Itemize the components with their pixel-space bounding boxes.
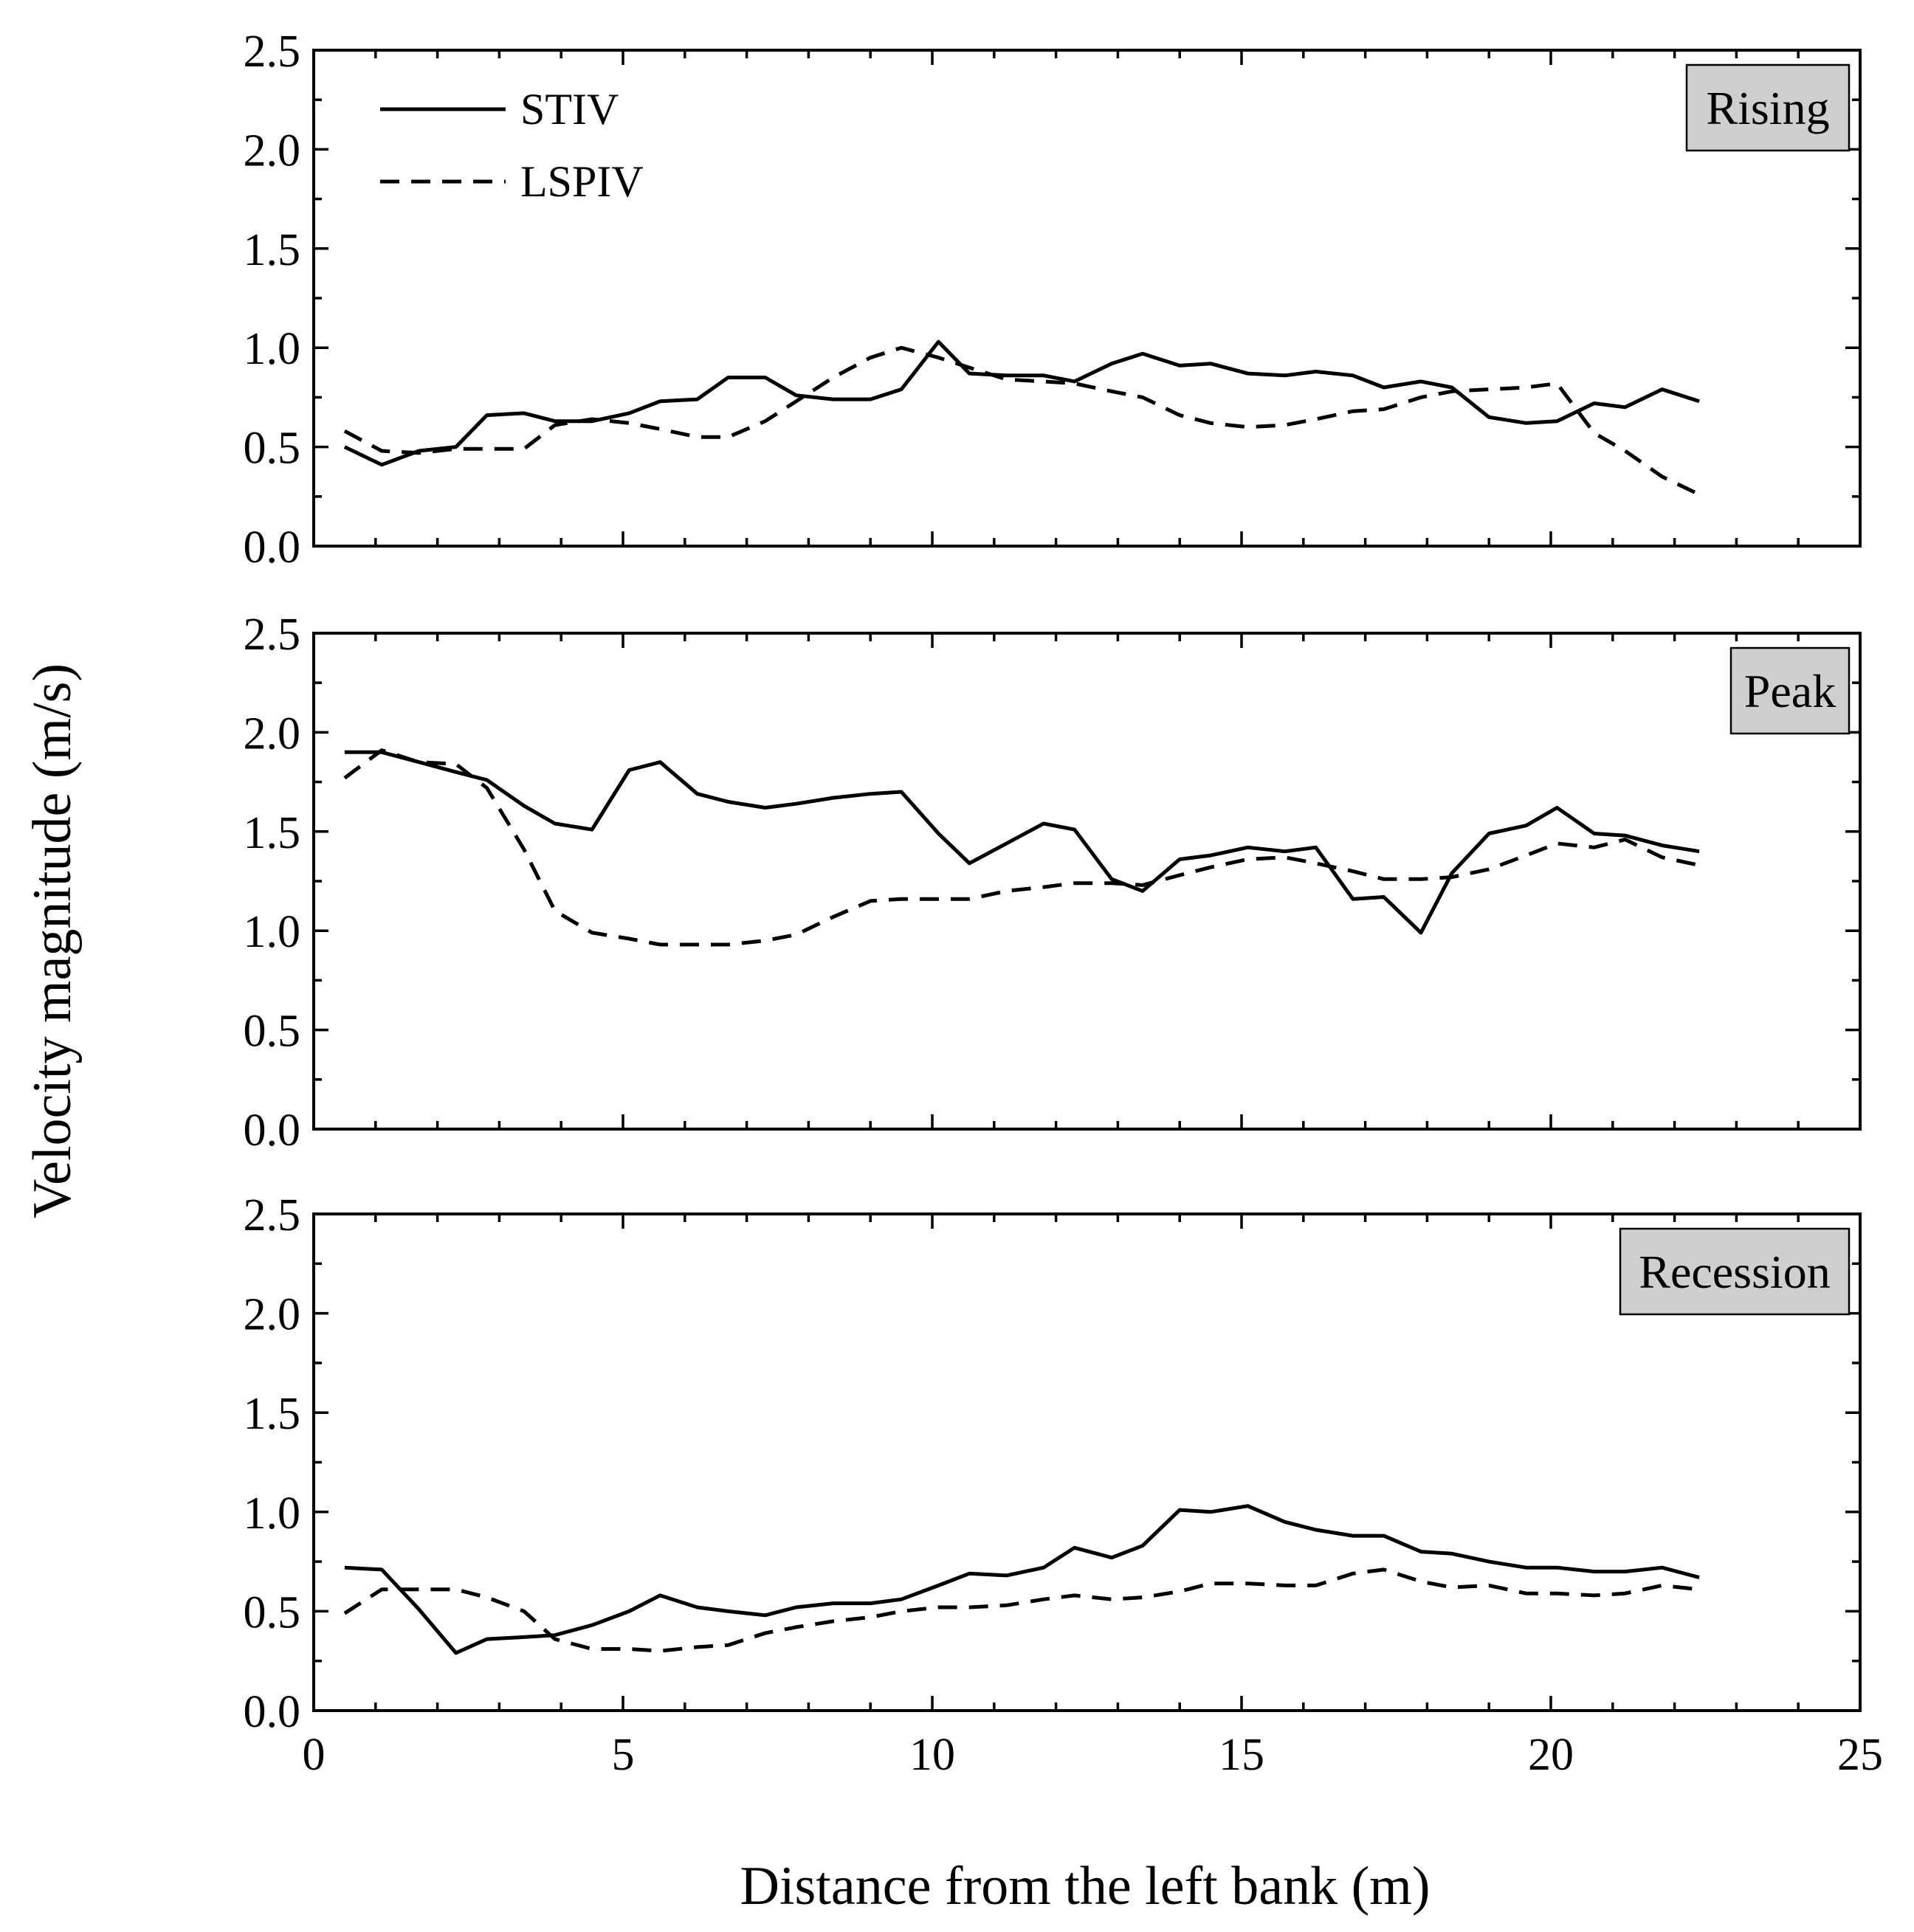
y-tick-label: 1.5 [244,1389,301,1439]
y-tick-label: 1.0 [244,324,301,374]
panel-tag: Rising [1685,63,1851,152]
y-tick-label: 2.5 [244,1190,301,1241]
legend: STIV LSPIV [380,85,644,206]
panel-tag: Peak [1729,646,1851,735]
legend-label-stiv: STIV [520,85,619,134]
panel-tag-box [1685,63,1851,152]
y-tick-label: 1.0 [244,1488,301,1539]
panel-tag-label: Rising [1706,82,1829,134]
y-tick-label: 1.0 [244,907,301,957]
x-tick-label: 20 [1528,1730,1574,1780]
y-tick-label: 0.5 [244,1587,301,1638]
y-tick-label: 2.0 [244,1290,301,1340]
x-tick-label: 10 [909,1730,955,1780]
y-tick-label: 2.5 [244,27,301,77]
y-tick-label: 0.0 [244,1105,301,1156]
series-line-stiv [343,339,1700,467]
y-tick-label: 0.5 [244,424,301,474]
series-line-stiv [344,1504,1700,1655]
panel-tag-label: Peak [1744,665,1836,717]
legend-label-lspiv: LSPIV [520,157,644,206]
x-axis-title: Distance from the left bank (m) [740,1856,1431,1917]
panel-peak: 0.0 0.5 1.0 1.5 2.0 2.5 Peak [244,610,1862,1156]
x-tick-label: 5 [612,1730,635,1780]
y-axis-title: Velocity magnitude (m/s) [22,663,83,1218]
x-tick-label: 15 [1219,1730,1264,1780]
series-line-lspiv [343,1567,1700,1653]
y-tick-label: 2.0 [244,708,301,759]
panel-tag-box [1619,1227,1851,1316]
panel-tag: Recession [1619,1227,1851,1316]
x-tick-label: 0 [303,1730,326,1780]
panel-recession: 0.0 0.5 1.0 1.5 2.0 2.5 0 5 10 15 20 25 Recession [244,1190,1884,1780]
panel-tag-label: Recession [1639,1246,1831,1298]
y-tick-label: 0.5 [244,1007,301,1057]
y-tick-label: 0.0 [244,522,301,573]
y-tick-label: 0.0 [244,1687,301,1737]
panel-tag-box [1729,646,1851,735]
series-line-stiv [344,750,1700,935]
y-tick-label: 2.0 [244,125,301,176]
y-tick-label: 1.5 [244,225,301,275]
y-tick-label: 2.5 [244,610,301,660]
panel-rising: 0.0 0.5 1.0 1.5 2.0 2.5 Rising [244,27,1862,573]
x-tick-label: 25 [1837,1730,1883,1780]
series-line-lspiv [343,748,1700,947]
y-tick-label: 1.5 [244,808,301,858]
series-line-lspiv [343,345,1701,497]
plot-frame [312,632,1862,1131]
